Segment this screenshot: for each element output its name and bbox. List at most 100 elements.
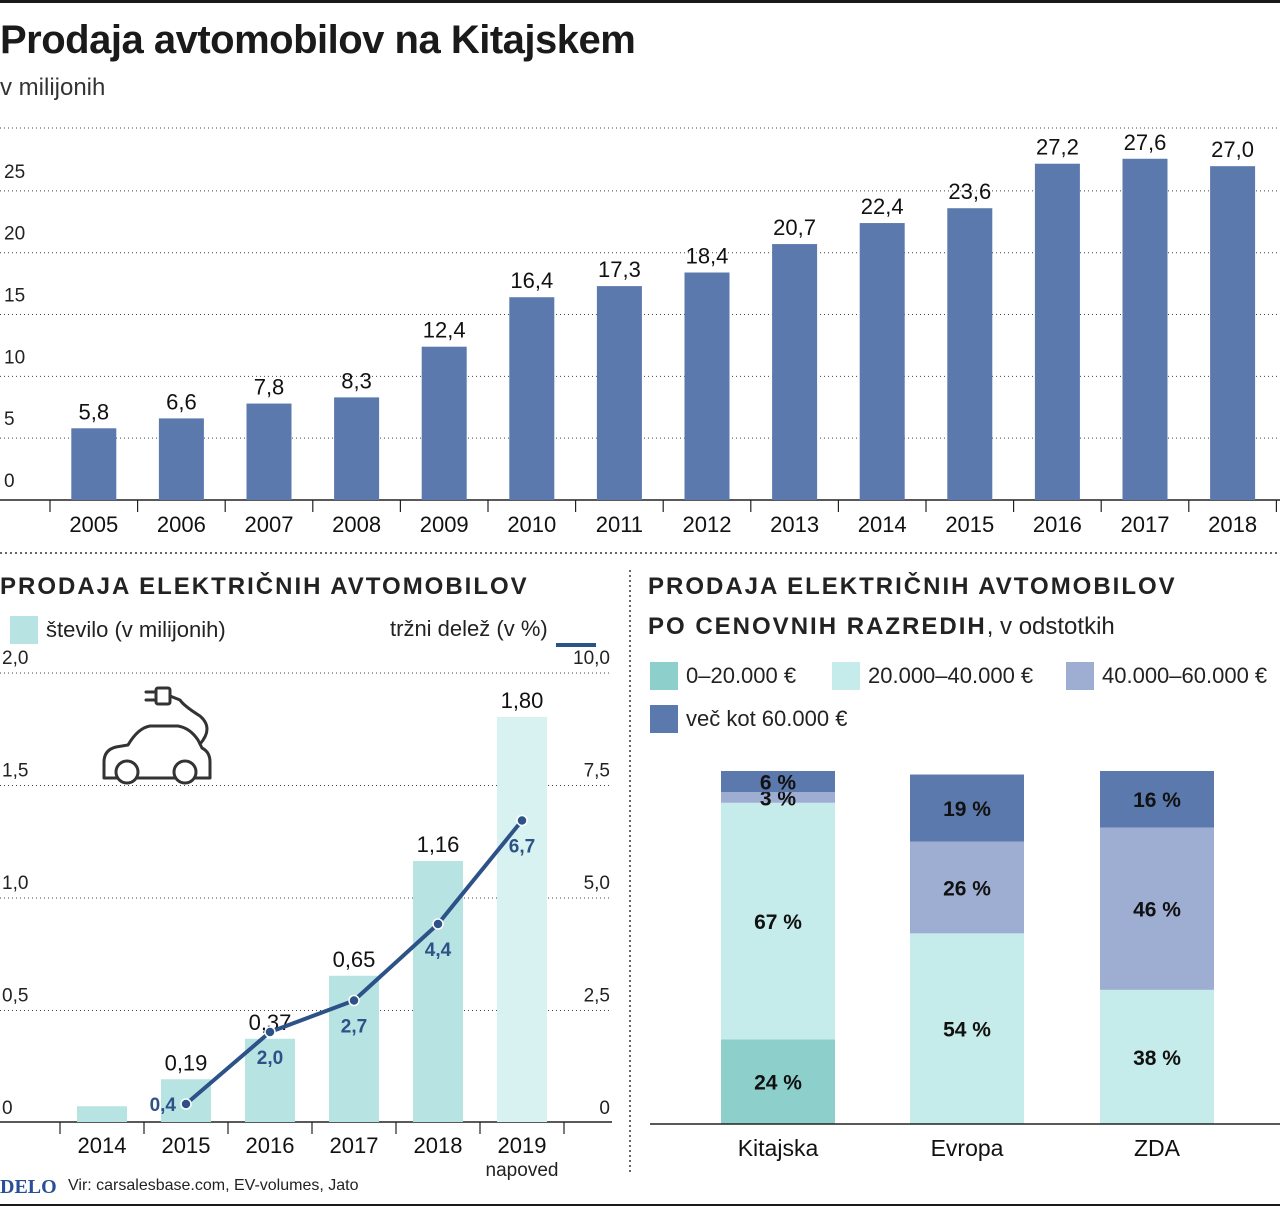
price-section-title-line2: PO CENOVNIH RAZREDIH, v odstotkih (648, 613, 1115, 641)
y-left-tick-label: 0 (2, 1098, 13, 1119)
segment-Evropa (910, 841, 1024, 934)
market-share-label: 0,4 (150, 1095, 177, 1116)
bar-value-label: 23,6 (948, 179, 991, 204)
bar-value-label: 6,6 (166, 389, 197, 414)
segment-Kitajska (721, 802, 835, 1040)
x-tick-label: 2011 (596, 512, 643, 537)
segment-Kitajska (721, 792, 835, 803)
y-tick-label: 15 (4, 286, 25, 307)
y-left-tick-label: 1,0 (2, 873, 28, 894)
page-title: Prodaja avtomobilov na Kitajskem (0, 18, 636, 62)
category-label: Kitajska (738, 1135, 819, 1161)
segment-label: 6 % (760, 772, 797, 795)
y-left-tick-label: 2,0 (2, 650, 28, 669)
ev-bar-value-label: 0,19 (165, 1050, 208, 1075)
ev-chart: 0 00,5 2,51,0 5,01,5 7,52,0 10,0 0,190,370,65… (0, 650, 612, 1181)
bar-2012 (684, 272, 730, 500)
legend-swatch-1 (832, 662, 860, 690)
x-tick-label: 2005 (69, 512, 118, 537)
segment-Kitajska (721, 771, 835, 793)
market-share-point (432, 918, 444, 930)
y-tick-label: 10 (4, 347, 25, 368)
segment-ZDA (1100, 771, 1214, 828)
y-right-tick-label: 2,5 (584, 986, 610, 1007)
ev-section-title: PRODAJA ELEKTRIČNIH AVTOMOBILOV (0, 573, 529, 600)
y-tick-label: 0 (4, 471, 15, 492)
market-share-label: 2,7 (341, 1017, 367, 1038)
bar-value-label: 17,3 (598, 257, 641, 282)
x-tick-label: 2016 (1033, 512, 1082, 537)
price-legend-1: 20.000–40.000 € (832, 662, 1033, 690)
x-tick-label: 2015 (945, 512, 994, 537)
ev-legend-bars: število (v milijonih) (10, 616, 226, 644)
bar-value-label: 12,4 (423, 318, 466, 343)
ev-bar-2014 (77, 1106, 127, 1122)
bar-value-label: 18,4 (686, 244, 729, 269)
legend-swatch-bars (10, 616, 38, 644)
bar-value-label: 27,0 (1211, 137, 1254, 162)
legend-swatch-3 (650, 705, 678, 733)
ev-legend-line: tržni delež (v %) (390, 616, 596, 647)
bar-2011 (596, 286, 642, 500)
x-tick-label: 2009 (420, 512, 469, 537)
bar-2015 (947, 208, 993, 500)
bar-2017 (1122, 158, 1168, 500)
legend-swatch-2 (1066, 662, 1094, 690)
price-title-unit: , v odstotkih (986, 613, 1115, 640)
ev-bar-2019 (497, 717, 547, 1122)
legend-label-1: 20.000–40.000 € (868, 663, 1034, 688)
top-rule (0, 0, 1280, 3)
ev-x-tick-label: 2019 (498, 1133, 547, 1158)
price-title-main: PO CENOVNIH RAZREDIH (648, 613, 987, 640)
price-section-title-line1: PRODAJA ELEKTRIČNIH AVTOMOBILOV (648, 573, 1177, 600)
ev-x-tick-label: 2014 (78, 1133, 127, 1158)
segment-label: 19 % (943, 798, 991, 821)
bar-value-label: 22,4 (861, 194, 904, 219)
bar-value-label: 16,4 (510, 268, 553, 293)
segment-label: 3 % (760, 787, 797, 810)
price-legend-0: 0–20.000 € (650, 662, 796, 690)
bar-2016 (1034, 163, 1080, 500)
market-share-point (264, 1026, 276, 1038)
ev-bar-2016 (245, 1038, 295, 1122)
segment-Evropa (910, 933, 1024, 1124)
segment-label: 38 % (1133, 1047, 1181, 1070)
category-label: Evropa (931, 1135, 1004, 1161)
price-legend-3: več kot 60.000 € (650, 705, 847, 733)
segment-ZDA (1100, 827, 1214, 990)
segment-label: 16 % (1133, 789, 1181, 812)
y-right-tick-label: 7,5 (584, 761, 610, 782)
bar-2007 (246, 403, 292, 500)
bar-2006 (158, 418, 204, 500)
legend-swatch-0 (650, 662, 678, 690)
bar-value-label: 7,8 (254, 375, 285, 400)
market-share-label: 4,4 (425, 940, 452, 961)
section-separators (0, 552, 1280, 1173)
ev-x-tick-label: 2015 (162, 1133, 211, 1158)
bottom-rule (0, 1204, 1280, 1206)
x-tick-label: 2007 (245, 512, 294, 537)
source-note: Vir: carsalesbase.com, EV-volumes, Jato (68, 1177, 359, 1194)
y-tick-label: 5 (4, 409, 15, 430)
segment-label: 54 % (943, 1019, 991, 1042)
ev-x-tick-note: napoved (486, 1160, 559, 1181)
x-tick-label: 2012 (683, 512, 732, 537)
bar-2018 (1210, 166, 1256, 500)
bar-value-label: 5,8 (79, 399, 110, 424)
main-bar-chart: 0 5 10 15 20 25 5,8 6,6 7,8 8,3 12,4 16,4 17,3 18,4 2… (0, 127, 1280, 537)
segment-label: 67 % (754, 911, 802, 934)
market-share-point (516, 814, 528, 827)
ev-x-tick-label: 2017 (330, 1133, 379, 1158)
bar-2009 (421, 346, 467, 500)
segment-Evropa (910, 774, 1024, 842)
page-subtitle: v milijonih (0, 74, 106, 101)
electric-car-icon (102, 686, 212, 785)
ev-bar-value-label: 1,80 (501, 688, 544, 713)
ev-bar-value-label: 1,16 (417, 832, 460, 857)
bar-value-label: 8,3 (341, 368, 372, 393)
x-tick-label: 2013 (770, 512, 819, 537)
y-tick-label: 20 (4, 224, 25, 245)
segment-label: 46 % (1133, 899, 1181, 922)
y-right-tick-label: 5,0 (584, 873, 610, 894)
ev-bar-value-label: 0,65 (333, 947, 376, 972)
